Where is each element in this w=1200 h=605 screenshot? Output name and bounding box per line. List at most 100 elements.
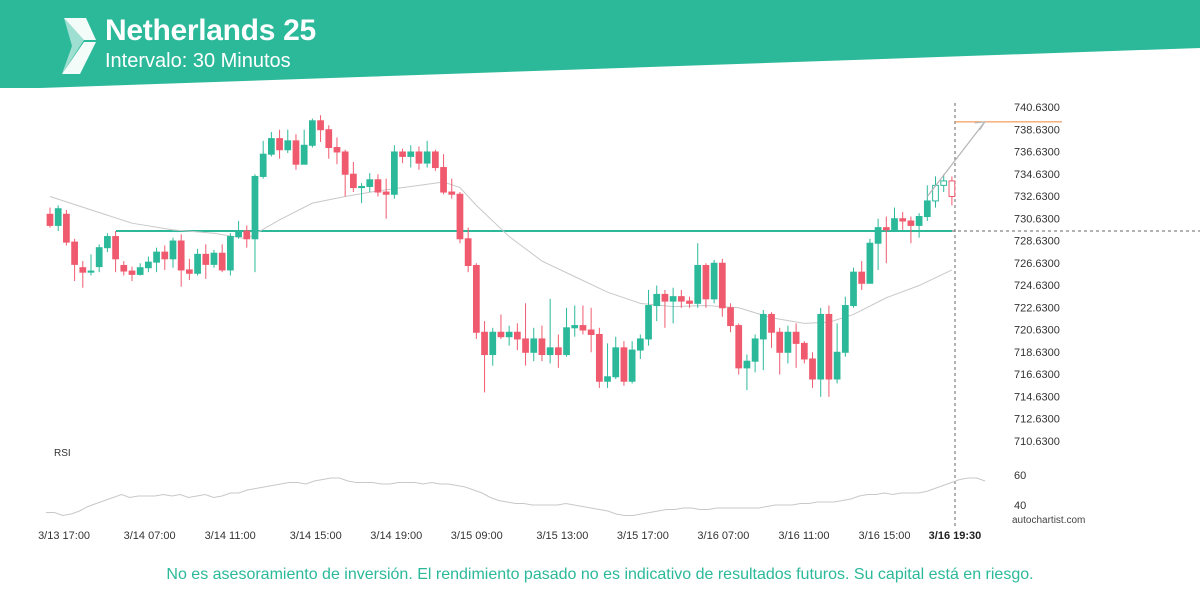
candle-body xyxy=(399,151,406,157)
candle-body xyxy=(710,262,718,300)
y-tick-label: 710.6300 xyxy=(1014,436,1060,448)
candle-body xyxy=(686,300,693,304)
candle-body xyxy=(317,120,324,131)
candle-body xyxy=(653,293,661,307)
candle-body xyxy=(776,331,784,353)
candle-body xyxy=(891,218,898,231)
candle-body xyxy=(448,191,456,195)
candle-body xyxy=(915,216,923,226)
header-background xyxy=(0,0,1200,88)
candle-body xyxy=(841,305,849,353)
candle-body xyxy=(79,267,87,273)
candle-body xyxy=(128,270,136,275)
candle-body xyxy=(136,267,144,275)
candle-body xyxy=(645,305,652,340)
candle-body xyxy=(718,262,726,309)
candle-body xyxy=(104,236,111,249)
candle-body xyxy=(194,253,201,274)
candle-body xyxy=(63,213,70,243)
candle-body xyxy=(923,200,931,218)
y-tick-label: 728.6300 xyxy=(1014,236,1060,248)
candle-body xyxy=(169,240,177,260)
candle-body xyxy=(702,264,710,300)
candle-body xyxy=(227,236,234,271)
y-tick-label: 734.6300 xyxy=(1014,169,1060,181)
y-tick-label: 714.6300 xyxy=(1014,391,1060,403)
candle-body xyxy=(95,247,103,268)
candle-body xyxy=(112,236,119,260)
candle-body xyxy=(882,227,890,231)
candle-body xyxy=(546,347,554,356)
candle-body xyxy=(382,191,390,195)
candle-body xyxy=(489,331,497,356)
candle-body xyxy=(858,271,866,284)
y-tick-label: 730.6300 xyxy=(1014,213,1060,225)
x-tick-label: 3/15 13:00 xyxy=(536,530,588,542)
candle-body xyxy=(751,338,759,362)
page-title: Netherlands 25 xyxy=(105,14,316,47)
y-tick-label: 722.6300 xyxy=(1014,302,1060,314)
x-tick-label: 3/14 15:00 xyxy=(290,530,342,542)
candle-body xyxy=(579,325,587,331)
candle-body xyxy=(768,313,775,333)
candle-body xyxy=(349,173,357,189)
rsi-label: RSI xyxy=(54,448,71,459)
candle-body xyxy=(153,251,160,263)
candle-body xyxy=(628,349,636,382)
candle-body xyxy=(817,313,825,380)
candle-body xyxy=(366,179,374,187)
candle-body xyxy=(809,358,816,380)
candle-body xyxy=(440,167,447,193)
y-tick-label: 716.6300 xyxy=(1014,369,1060,381)
candle-body xyxy=(505,331,513,338)
candle-body xyxy=(120,264,128,272)
candle-body xyxy=(341,151,349,175)
candle-body xyxy=(235,230,242,238)
candle-body xyxy=(202,253,210,265)
candle-body xyxy=(145,261,152,269)
candle-body xyxy=(472,264,480,333)
candle-body xyxy=(481,331,488,356)
candle-body xyxy=(415,151,423,164)
candle-body xyxy=(284,140,292,151)
interval-subtitle: Intervalo: 30 Minutos xyxy=(105,50,291,72)
candle-body xyxy=(186,269,193,274)
candle-body xyxy=(833,351,841,380)
x-tick-label: 3/16 07:00 xyxy=(697,530,749,542)
x-tick-label: 3/16 11:00 xyxy=(778,530,829,542)
candle-body xyxy=(259,153,267,177)
y-tick-label: 720.6300 xyxy=(1014,325,1060,337)
candle-body xyxy=(940,180,948,186)
candle-body xyxy=(251,175,259,240)
rsi-line xyxy=(46,477,986,517)
candle-body xyxy=(71,241,78,265)
candle-body xyxy=(563,327,570,356)
y-tick-label: 732.6300 xyxy=(1014,191,1060,203)
candle-body xyxy=(358,185,365,189)
watermark-text: autochartist.com xyxy=(1012,515,1086,526)
x-tick-label: 3/14 07:00 xyxy=(124,530,176,542)
candle-body xyxy=(735,325,743,369)
header-banner: Netherlands 25 Intervalo: 30 Minutos xyxy=(0,0,1200,90)
candle-body xyxy=(743,360,751,369)
projection-arrow-head xyxy=(974,121,986,131)
candle-body xyxy=(497,331,505,338)
candle-body xyxy=(571,325,579,329)
candle-body xyxy=(177,240,185,271)
candle-body xyxy=(595,333,603,382)
candle-body xyxy=(907,220,915,226)
candle-body xyxy=(874,227,882,244)
candle-body xyxy=(792,331,800,344)
candle-body xyxy=(309,120,316,146)
candle-body xyxy=(604,376,611,382)
candle-body xyxy=(431,151,439,169)
candle-body xyxy=(390,151,398,195)
candle-body xyxy=(899,218,907,222)
y-tick-label: 740.6300 xyxy=(1014,102,1060,114)
candle-body xyxy=(325,129,333,149)
y-tick-label: 718.6300 xyxy=(1014,347,1060,359)
candle-body xyxy=(784,331,792,353)
candle-body xyxy=(694,264,702,304)
